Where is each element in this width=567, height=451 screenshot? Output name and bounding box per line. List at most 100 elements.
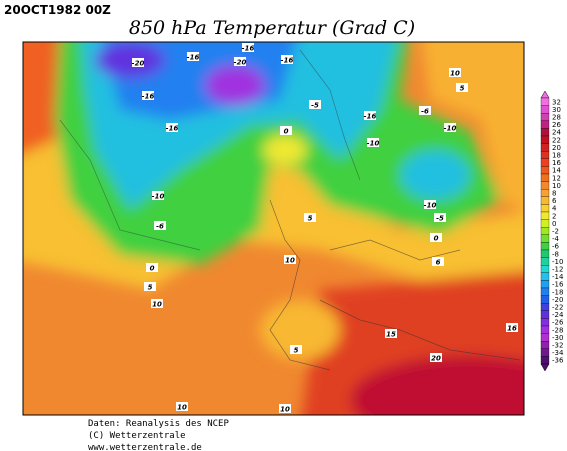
colorbar-label: -14 (552, 273, 564, 281)
contour-label: 0 (150, 265, 155, 273)
colorbar-label: 12 (552, 174, 561, 182)
contour-label-bg (166, 123, 178, 132)
contour-label: 0 (434, 235, 439, 243)
contour-label: -16 (142, 93, 155, 101)
colorbar-swatch (540, 219, 550, 228)
contour-label-bg (234, 57, 246, 66)
colorbar-swatch (540, 181, 550, 190)
colorbar-label: -22 (552, 304, 563, 312)
contour-label: -20 (234, 59, 247, 67)
contour-label-bg (444, 123, 456, 132)
colorbar-swatch (540, 310, 550, 319)
contour-label: 10 (285, 257, 295, 265)
contour-label: 5 (460, 85, 465, 93)
colorbar-label: -30 (552, 334, 563, 342)
contour-label-bg (449, 68, 461, 77)
colorbar-swatch (540, 242, 550, 251)
contour-label: 20 (431, 355, 441, 363)
colorbar-swatch (540, 272, 550, 281)
contour-label-bg (424, 200, 436, 209)
colorbar-label: 24 (552, 129, 561, 137)
contour-label: 5 (148, 284, 153, 292)
colorbar-swatch (540, 189, 550, 197)
contour-label-bg (144, 282, 156, 291)
contour-label-bg (279, 404, 291, 413)
contour-label: -16 (166, 125, 179, 133)
contour-label: -10 (424, 202, 437, 210)
footer-line: (C) Wetterzentrale (88, 431, 186, 441)
contour-label: -6 (421, 108, 429, 116)
colorbar-label: 14 (552, 167, 561, 175)
colorbar-end (540, 90, 550, 99)
colorbar-swatch (540, 249, 550, 258)
contour-label-bg (132, 58, 144, 67)
colorbar-swatch (540, 341, 550, 349)
colorbar-label: -4 (552, 235, 560, 243)
colorbar-label: 18 (552, 152, 561, 160)
map-frame (22, 41, 525, 416)
contour-label-bg (309, 100, 321, 109)
colorbar-swatch (540, 128, 550, 137)
contour-label: 5 (308, 215, 313, 223)
colorbar-swatch (540, 280, 550, 289)
colorbar-label: 22 (552, 136, 561, 144)
colorbar-label: 20 (552, 144, 561, 152)
contour-label-bg (434, 213, 446, 222)
contour-label-bg (364, 111, 376, 120)
colorbar-swatch (540, 113, 550, 121)
colorbar-swatch (540, 257, 550, 266)
contour-label: -10 (444, 125, 457, 133)
colorbar-label: 6 (552, 197, 557, 205)
timestamp: 20OCT1982 00Z (4, 3, 111, 17)
contour-label-bg (456, 83, 468, 92)
contour-label: 16 (507, 325, 517, 333)
footer-line: www.wetterzentrale.de (88, 443, 202, 451)
contour-label: 10 (152, 301, 162, 309)
colorbar-swatch (540, 265, 550, 273)
contour-label-bg (367, 138, 379, 147)
footer-line: Daten: Reanalysis des NCEP (88, 419, 229, 429)
colorbar-label: -2 (552, 228, 559, 236)
contour-label: 10 (280, 406, 290, 414)
colorbar-swatch (540, 348, 550, 357)
contour-label-bg (281, 55, 293, 64)
colorbar-label: -8 (552, 250, 559, 258)
contour-label: 15 (386, 331, 396, 339)
colorbar-swatch (540, 204, 550, 213)
colorbar-label: -36 (552, 357, 564, 365)
colorbar-swatch (540, 120, 550, 129)
colorbar-label: 2 (552, 212, 556, 220)
colorbar-swatch (540, 166, 550, 175)
contour-label-bg (280, 126, 292, 135)
contour-label-bg (152, 191, 164, 200)
colorbar-label: -24 (552, 311, 564, 319)
colorbar-label: 16 (552, 159, 561, 167)
contour-label-bg (385, 329, 397, 338)
colorbar-label: -16 (552, 281, 564, 289)
colorbar-label: -26 (552, 319, 564, 327)
contour-label-bg (284, 255, 296, 264)
contour-label: -10 (152, 193, 165, 201)
contour-label-bg (146, 263, 158, 272)
contour-label-bg (430, 233, 442, 242)
colorbar-label: -12 (552, 266, 563, 274)
contour-label-bg (151, 299, 163, 308)
colorbar-label: -32 (552, 342, 563, 350)
contour-label: -5 (311, 102, 319, 110)
colorbar-swatch (540, 135, 550, 144)
colorbar-label: -10 (552, 258, 563, 266)
colorbar-label: 32 (552, 98, 561, 106)
contour-label: -5 (436, 215, 444, 223)
title: 850 hPa Temperatur (Grad C) (129, 17, 415, 39)
temperature-map (23, 42, 524, 415)
colorbar-swatch (540, 333, 550, 342)
colorbar-swatch (540, 143, 550, 152)
colorbar-swatch (540, 158, 550, 167)
colorbar-label: -28 (552, 326, 563, 334)
contour-label-bg (430, 353, 442, 362)
colorbar-label: -6 (552, 243, 560, 251)
contour-label: 10 (450, 70, 460, 78)
colorbar-label: 28 (552, 114, 561, 122)
colorbar-swatch (540, 295, 550, 304)
colorbar-swatch (540, 318, 550, 327)
